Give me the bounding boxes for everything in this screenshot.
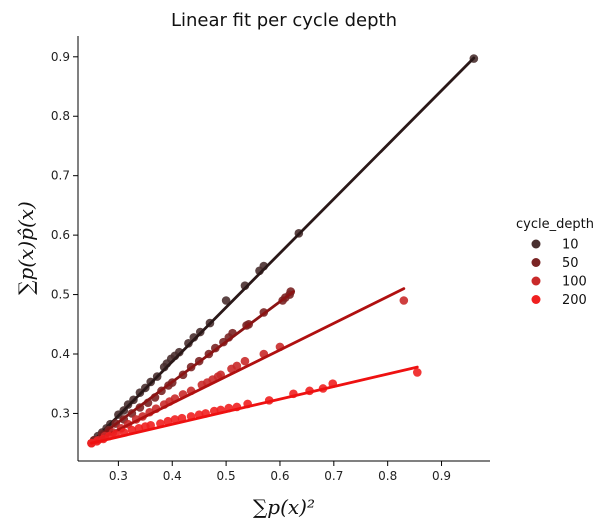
x-tick-label: 0.4 [163,469,182,483]
x-tick-label: 0.6 [270,469,289,483]
x-ticks: 0.3 0.4 0.5 0.6 0.7 0.8 0.9 [109,461,451,483]
legend-marker [531,258,541,267]
chart-title: Linear fit per cycle depth [171,10,397,31]
y-tick-label: 0.5 [51,288,70,302]
fit-line [92,56,476,442]
legend-item: 10 [531,238,579,253]
legend-title: cycle_depth [516,217,594,232]
data-point [174,347,184,357]
x-tick-label: 0.7 [324,469,343,483]
data-point [232,361,242,371]
legend-marker [531,295,541,304]
x-tick-label: 0.3 [109,469,128,483]
legend-item: 50 [531,256,579,271]
series-100 [87,287,409,448]
y-tick-label: 0.3 [51,406,70,420]
legend-label: 10 [562,238,579,253]
x-axis-label: ∑p(x)² [253,495,315,519]
plot-area: 0.3 0.4 0.5 0.6 0.7 0.8 0.9 0.3 0.4 0.5 0.6 0.7 0.8… [51,36,490,483]
y-tick-label: 0.6 [51,228,70,242]
x-tick-label: 0.8 [378,469,397,483]
legend: cycle_depth 10 50 100 200 [516,217,594,308]
legend-item: 200 [531,293,587,308]
data-point [412,368,422,377]
legend-marker [531,239,541,249]
legend-marker [531,276,541,286]
fit-line [92,290,295,442]
legend-label: 200 [562,293,587,308]
y-tick-label: 0.4 [51,347,70,361]
x-tick-label: 0.9 [432,469,451,483]
legend-items: 10 50 100 200 [531,238,587,308]
data-point [163,416,173,426]
y-tick-label: 0.9 [51,50,70,64]
y-tick-label: 0.7 [51,169,70,183]
y-axis-label: ∑p(x)p̂(x) [14,201,38,295]
series-10 [89,54,479,445]
legend-label: 50 [562,256,579,271]
legend-label: 100 [562,275,587,290]
data-point [221,296,231,305]
fit-line [90,287,406,445]
fit-line [90,365,419,445]
series-group [87,54,479,448]
legend-item: 100 [531,275,587,290]
data-point [170,415,180,424]
data-point [399,296,409,305]
data-point [240,356,250,366]
series-50 [89,287,296,445]
data-point [184,339,193,348]
series-200 [87,365,422,448]
y-tick-label: 0.8 [51,109,70,123]
y-ticks: 0.3 0.4 0.5 0.6 0.7 0.8 0.9 [51,50,78,420]
x-tick-label: 0.5 [217,469,236,483]
